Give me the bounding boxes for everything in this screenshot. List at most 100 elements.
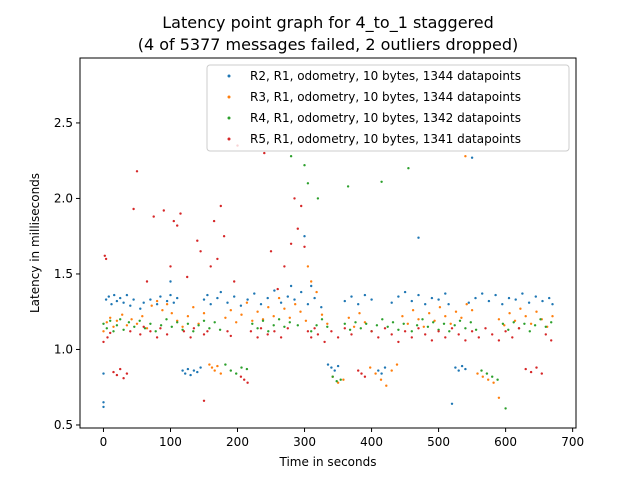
series-2-point-12: [154, 330, 157, 333]
series-1-point-52: [358, 312, 361, 315]
series-1-point-79: [503, 324, 506, 327]
series-1-point-14: [165, 303, 169, 306]
series-3-point-60: [296, 227, 299, 230]
legend-marker-r5: [227, 137, 231, 141]
series-3-point-13: [139, 333, 142, 336]
series-0-point-9: [122, 301, 125, 304]
series-2-point-18: [186, 322, 190, 325]
series-1-point-21: [202, 312, 206, 315]
series-2-point-15: [170, 325, 173, 328]
series-3-point-77: [383, 327, 387, 330]
series-0-point-31: [209, 303, 212, 306]
series-2-point-30: [251, 322, 254, 325]
series-1-point-44: [315, 290, 318, 294]
series-2-point-88: [550, 321, 553, 324]
legend-label-r3: R3, R1, odometry, 10 bytes, 1344 datapoi…: [250, 90, 521, 104]
series-0-point-21: [176, 296, 179, 300]
x-tick-label: 100: [159, 435, 182, 449]
series-3-point-0: [102, 340, 105, 344]
series-2-point-33: [267, 330, 270, 333]
series-3-point-89: [464, 339, 467, 342]
series-3-point-103: [550, 339, 553, 342]
series-3-point-27: [186, 275, 189, 279]
series-2-point-58: [397, 328, 400, 331]
plot-frame: [79, 57, 577, 429]
series-3-point-3: [106, 336, 109, 339]
series-3-point-43: [239, 375, 243, 378]
series-0-point-90: [303, 235, 306, 238]
series-3-point-35: [212, 219, 216, 223]
series-2-point-50: [354, 321, 357, 324]
series-3-point-39: [226, 330, 229, 333]
plot-points: [102, 133, 554, 410]
series-3-point-72: [357, 369, 360, 372]
series-2-point-20: [197, 324, 200, 327]
series-0-point-19: [169, 293, 172, 297]
series-3-point-36: [216, 257, 219, 261]
series-2-point-85: [533, 324, 537, 327]
series-0-point-26: [192, 369, 196, 372]
series-0-point-18: [165, 299, 169, 303]
series-0-point-85: [527, 301, 531, 304]
series-2-point-32: [261, 319, 265, 322]
series-1-point-2: [109, 316, 112, 319]
legend-marker-r2: [227, 74, 231, 78]
series-2-point-1: [105, 327, 109, 330]
x-tick-label: 300: [293, 435, 316, 449]
series-1-point-58: [390, 369, 393, 372]
series-2-point-86: [539, 318, 542, 321]
series-3-point-98: [524, 367, 527, 371]
series-0-point-61: [390, 301, 393, 304]
series-2-point-38: [289, 155, 293, 158]
series-3-point-9: [125, 372, 129, 375]
series-0-point-15: [149, 298, 152, 301]
series-2-point-0: [102, 322, 105, 325]
series-3-point-37: [219, 204, 222, 208]
series-0-point-30: [206, 293, 209, 297]
x-axis-ticks: 0 100 200 300 400 500 600 700: [100, 428, 584, 449]
series-1-point-68: [444, 315, 447, 318]
series-3-point-29: [192, 327, 196, 330]
series-2-point-73: [474, 328, 478, 331]
series-3-point-52: [269, 250, 273, 253]
series-0-point-52: [336, 364, 340, 368]
series-2-point-8: [133, 325, 136, 328]
y-tick-label: 2.0: [54, 191, 73, 205]
series-1-point-10: [145, 327, 149, 330]
series-2-point-29: [245, 367, 249, 371]
series-3-point-67: [323, 340, 326, 344]
series-3-point-20: [162, 209, 165, 212]
series-0-point-4: [107, 295, 111, 298]
series-1-point-3: [112, 325, 115, 328]
series-1-point-41: [299, 310, 302, 313]
series-1-point-17: [181, 325, 184, 328]
series-0-point-79: [487, 299, 491, 303]
series-2-point-59: [402, 322, 405, 325]
series-1-point-7: [130, 318, 133, 321]
series-2-point-14: [165, 318, 168, 321]
series-3-point-58: [289, 242, 293, 245]
series-1-point-63: [417, 318, 420, 321]
series-3-point-74: [363, 375, 367, 378]
series-1-point-72: [465, 303, 468, 306]
series-3-point-80: [403, 330, 407, 333]
series-0-point-37: [246, 298, 249, 301]
series-2-point-42: [315, 324, 318, 327]
series-0-point-29: [202, 298, 206, 301]
series-2-point-91: [380, 180, 383, 183]
series-0-point-72: [454, 366, 457, 369]
series-1-point-25: [216, 364, 219, 368]
series-3-point-54: [276, 287, 279, 291]
series-1-point-84: [529, 322, 533, 325]
series-0-point-68: [437, 298, 440, 301]
series-2-point-45: [331, 375, 334, 378]
series-0-point-47: [313, 296, 316, 300]
series-3-point-49: [259, 327, 263, 330]
series-1-point-56: [379, 378, 383, 381]
series-1-point-4: [115, 319, 119, 322]
series-0-point-78: [481, 292, 484, 295]
series-1-point-8: [135, 322, 139, 325]
series-3-point-69: [336, 336, 340, 339]
series-1-point-50: [347, 316, 350, 319]
